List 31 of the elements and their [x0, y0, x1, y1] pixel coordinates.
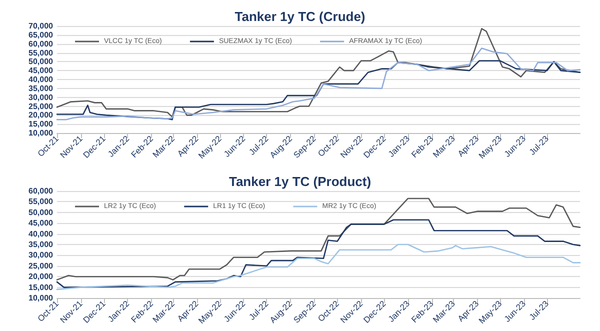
y-tick-label: 45,000 [28, 66, 54, 76]
line-series [56, 60, 581, 120]
chart-title: Tanker 1y TC (Product) [228, 174, 372, 189]
line-series [56, 48, 581, 120]
y-tick-label: 30,000 [28, 250, 54, 260]
y-tick-label: 35,000 [28, 84, 54, 93]
y-tick-label: 25,000 [28, 261, 54, 270]
y-tick-label: 20,000 [28, 272, 54, 282]
y-tick-label: 25,000 [28, 102, 54, 111]
chart-title: Tanker 1y TC (Crude) [234, 9, 366, 24]
y-tick-label: 60,000 [28, 186, 54, 196]
y-tick-label: 15,000 [28, 120, 54, 129]
y-tick-label: 10,000 [28, 294, 54, 302]
y-tick-label: 20,000 [28, 110, 54, 120]
y-tick-label: 50,000 [28, 57, 54, 66]
y-tick-label: 50,000 [28, 208, 54, 217]
y-tick-label: 40,000 [28, 229, 54, 238]
y-tick-label: 70,000 [28, 22, 54, 30]
y-tick-label: 65,000 [28, 30, 54, 40]
y-tick-label: 60,000 [28, 39, 54, 48]
line-series [56, 198, 581, 280]
y-tick-label: 45,000 [28, 218, 54, 228]
y-tick-label: 10,000 [28, 128, 54, 138]
line-series [56, 244, 581, 290]
line-series [56, 219, 581, 288]
y-tick-label: 35,000 [28, 240, 54, 249]
y-tick-label: 15,000 [28, 282, 54, 292]
y-tick-label: 40,000 [28, 75, 54, 84]
y-tick-label: 55,000 [28, 197, 54, 206]
y-tick-label: 30,000 [28, 92, 54, 102]
y-tick-label: 55,000 [28, 48, 54, 58]
